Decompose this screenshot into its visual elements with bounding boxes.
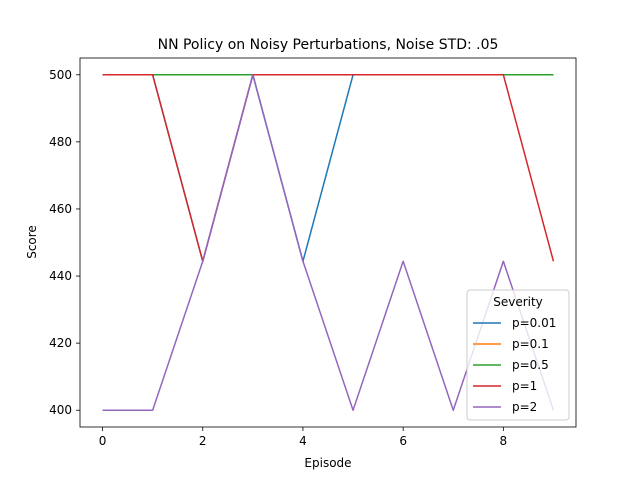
plot-frame [79,57,577,428]
legend-label: p=0.01 [512,316,556,330]
legend-item: p=1 [473,379,537,393]
y-tick-label: 400 [49,403,72,417]
y-tick-label: 460 [49,202,72,216]
y-tick-label: 480 [49,135,72,149]
y-tick-label: 500 [49,68,72,82]
legend-title: Severity [493,295,543,309]
legend-item: p=2 [473,400,537,414]
legend-item: p=0.5 [473,358,549,372]
legend-label: p=2 [512,400,537,414]
y-tick-label: 420 [49,336,72,350]
series-line-p-1 [102,74,555,263]
legend-items: p=0.01 p=0.1 p=0.5 p=1 p=2 [473,316,556,414]
x-tick-label: 0 [99,434,107,448]
x-tick-label: 8 [500,434,508,448]
x-axis-ticks: 0 2 4 6 8 [99,427,507,448]
y-tick-label: 440 [49,269,72,283]
legend-item: p=0.01 [473,316,556,330]
legend-label: p=0.1 [512,337,549,351]
chart-title: NN Policy on Noisy Perturbations, Noise … [158,37,499,53]
legend-label: p=1 [512,379,537,393]
legend: Severity p=0.01 p=0.1 p=0.5 p=1 p=2 [466,289,570,421]
legend-label: p=0.5 [512,358,549,372]
y-axis-ticks: 400 420 440 460 480 500 [49,68,80,417]
x-tick-label: 4 [299,434,307,448]
x-axis-label: Episode [304,456,351,470]
y-axis-label: Score [25,225,39,259]
legend-item: p=0.1 [473,337,549,351]
x-tick-label: 2 [199,434,207,448]
x-tick-label: 6 [399,434,407,448]
